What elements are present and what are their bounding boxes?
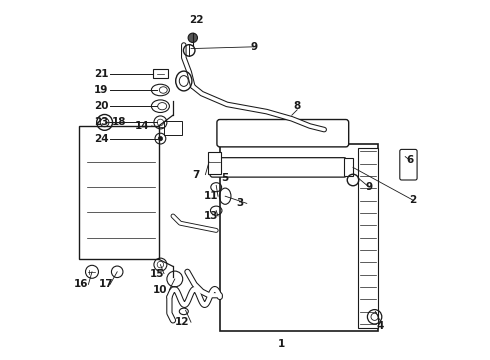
Text: 10: 10	[153, 285, 168, 295]
Bar	[358, 148, 378, 328]
Text: 21: 21	[94, 69, 108, 79]
Bar	[79, 126, 159, 259]
Text: 11: 11	[203, 191, 218, 201]
Text: 19: 19	[94, 85, 108, 95]
FancyBboxPatch shape	[210, 158, 346, 177]
Text: 18: 18	[112, 117, 126, 127]
FancyBboxPatch shape	[217, 120, 349, 147]
Text: 16: 16	[74, 279, 89, 289]
FancyBboxPatch shape	[400, 149, 417, 180]
Text: 24: 24	[94, 134, 108, 144]
Text: 2: 2	[409, 195, 416, 205]
Text: 9: 9	[366, 182, 373, 192]
Text: 14: 14	[135, 121, 150, 131]
Text: 3: 3	[236, 198, 243, 208]
Text: 22: 22	[189, 15, 204, 25]
Text: 9: 9	[250, 42, 258, 52]
Text: 23: 23	[94, 117, 108, 127]
Text: 1: 1	[277, 339, 285, 349]
Text: 12: 12	[175, 317, 189, 327]
Text: 6: 6	[406, 155, 414, 165]
Text: 8: 8	[294, 101, 301, 111]
Bar	[220, 144, 378, 331]
Text: 20: 20	[94, 101, 108, 111]
Text: 4: 4	[376, 321, 384, 331]
Bar	[164, 121, 182, 135]
Circle shape	[158, 136, 163, 141]
Circle shape	[188, 33, 197, 42]
Text: 15: 15	[149, 269, 164, 279]
Text: 17: 17	[99, 279, 114, 289]
Bar	[153, 69, 168, 78]
Text: 5: 5	[221, 173, 229, 183]
Text: 7: 7	[193, 170, 200, 180]
Text: 13: 13	[203, 211, 218, 221]
Bar	[344, 158, 353, 176]
FancyBboxPatch shape	[208, 152, 220, 174]
